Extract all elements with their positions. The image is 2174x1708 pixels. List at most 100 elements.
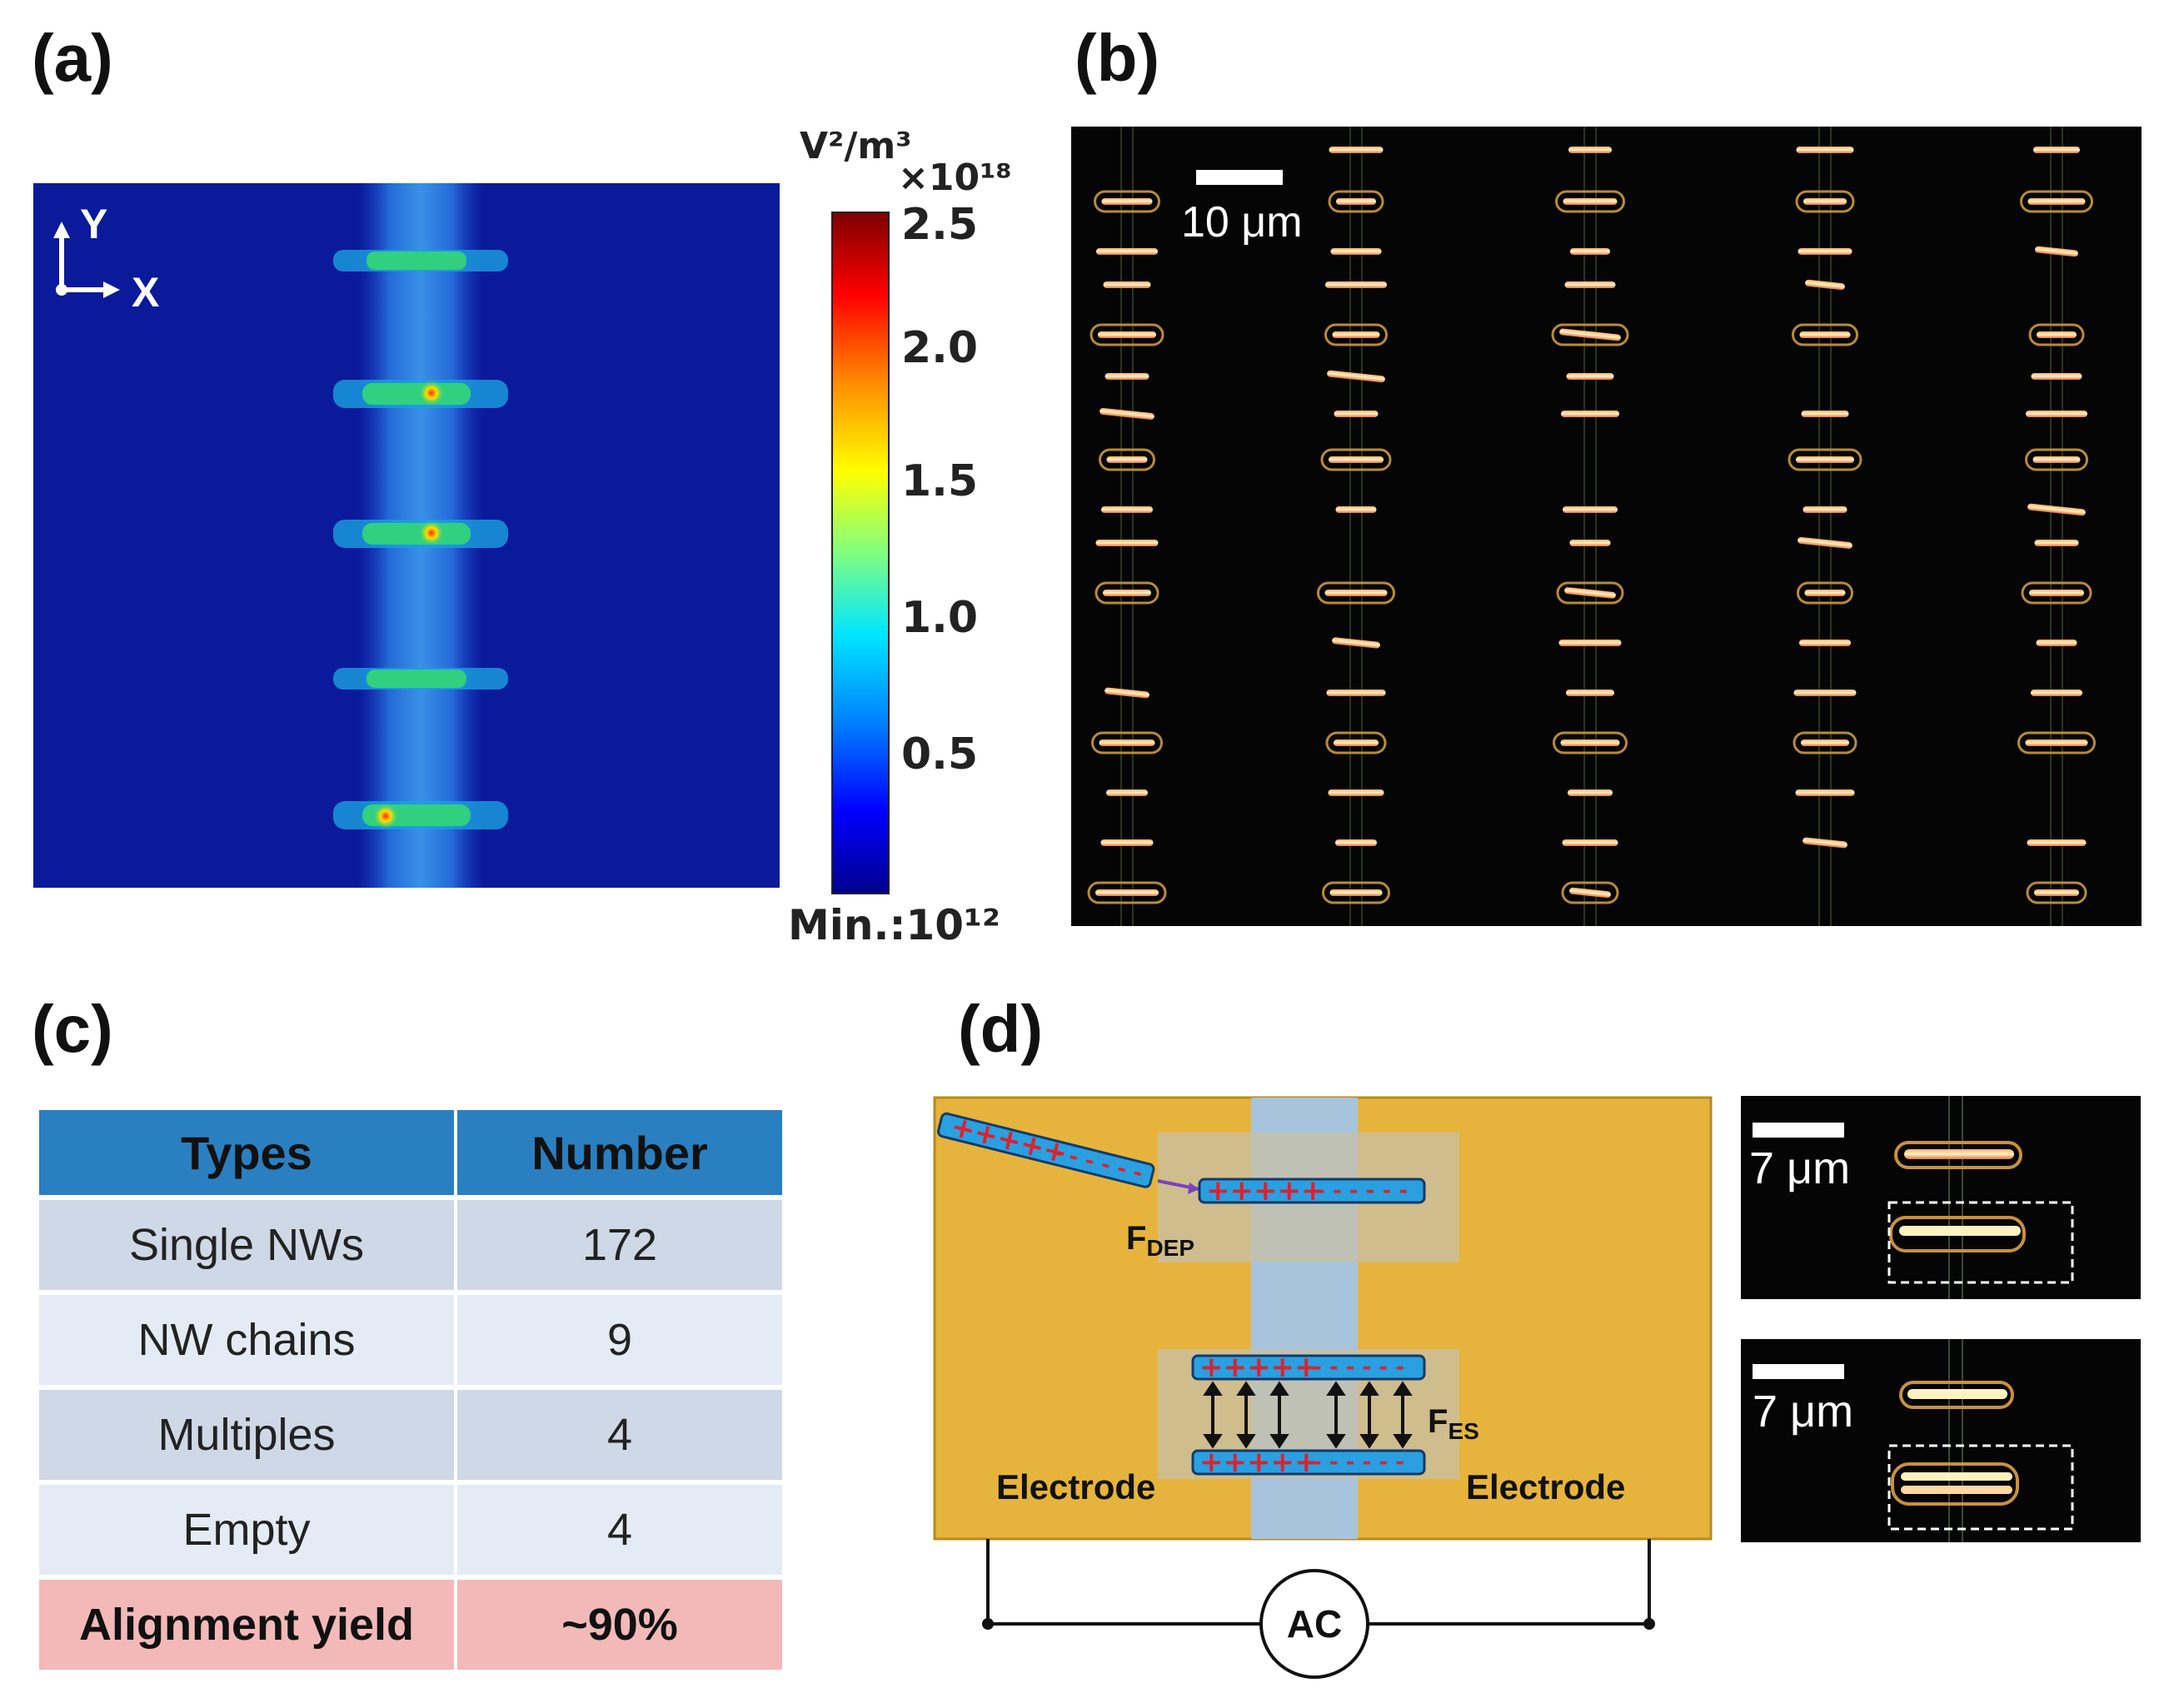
nanowire <box>1803 837 1847 849</box>
nanowire <box>2035 246 2078 257</box>
inset-micrograph: 7 μm <box>1741 1339 2141 1542</box>
nanowire <box>1104 373 1149 380</box>
alignment-statistics-table: Types Number Single NWs 172 NW chains 9 … <box>36 1105 785 1675</box>
table-cell-number: 9 <box>457 1295 782 1385</box>
nanowire <box>2027 503 2086 516</box>
aligned-nanowires <box>1087 147 2096 904</box>
nanowire <box>2029 590 2084 596</box>
nanowire <box>1564 587 1616 599</box>
nanowire-halo <box>1797 581 1853 605</box>
nanowire <box>2036 640 2077 646</box>
nanowire-halo <box>1317 581 1395 605</box>
svg-text:- - - - - -: - - - - - - <box>1313 1355 1404 1380</box>
nanowire <box>1799 640 1851 646</box>
colorbar-tick: 0.5 <box>901 730 979 779</box>
nanowire <box>1326 690 1386 696</box>
nanowire-halo <box>1089 323 1164 346</box>
table-row-yield: Alignment yield ~90% <box>39 1580 782 1670</box>
nanowire <box>1801 411 1849 417</box>
dark-field-micrograph: 10 μm <box>1071 127 2142 926</box>
micrograph-graphic: 10 μm <box>1087 127 2096 926</box>
nanowire <box>1796 147 1854 153</box>
colorbar-min-label: Min.:10¹² <box>788 901 1000 949</box>
colorbar-tick: 1.0 <box>901 593 979 643</box>
nanowire <box>1559 328 1621 341</box>
nanowire <box>1325 281 1387 288</box>
table-cell-number: 172 <box>457 1200 782 1290</box>
nanowire-halo <box>2021 581 2092 605</box>
nanowire <box>1095 889 1159 896</box>
nanowire-halo <box>1324 323 1388 346</box>
nanowire <box>1104 687 1149 699</box>
nanowire-halo <box>1561 881 1619 904</box>
field-hotspot <box>333 801 508 829</box>
electrode-right-label: Electrode <box>1466 1467 1625 1506</box>
table-row: NW chains 9 <box>39 1295 782 1385</box>
nanowire-halo <box>1788 448 1862 471</box>
aligned-nanowire: +++++ - - - - - - <box>1198 1174 1426 1208</box>
nanowire-halo <box>2017 731 2096 754</box>
nanowire <box>1801 739 1849 746</box>
nanowire <box>1562 839 1618 846</box>
table-cell-number: 4 <box>457 1390 782 1480</box>
svg-text:+++++: +++++ <box>1199 1446 1318 1479</box>
nanowire <box>1324 590 1388 596</box>
field-hotspot <box>333 520 508 548</box>
nanowire <box>2033 147 2080 153</box>
colorbar-unit: V²/m³ <box>800 125 912 167</box>
colorbar-tick: 2.5 <box>901 200 979 250</box>
inset-scale-label: 7 μm <box>1749 1143 1851 1193</box>
nanowire-halo <box>1551 323 1629 346</box>
nanowire <box>1329 456 1384 463</box>
circuit-node <box>982 1618 994 1630</box>
field-hotspot <box>333 380 508 408</box>
nanowire-halo <box>1792 323 1858 346</box>
electrode-left-label: Electrode <box>996 1467 1155 1506</box>
nanowire <box>1568 789 1613 796</box>
nanowire <box>1804 590 1846 596</box>
nanowire <box>1106 456 1148 463</box>
nanowire-halo <box>1556 581 1624 605</box>
table-row: Multiples 4 <box>39 1390 782 1480</box>
nanowire <box>1805 279 1845 291</box>
nanowire <box>1103 281 1151 288</box>
colorbar <box>831 212 890 894</box>
nanowire <box>1332 637 1380 649</box>
xy-axis-icon <box>53 222 120 298</box>
nanowire <box>1569 887 1611 899</box>
nanowire-halo <box>1320 448 1392 471</box>
dep-arrowhead <box>1188 1183 1199 1194</box>
nanowire-halo <box>1555 190 1625 213</box>
nanowire <box>1799 331 1851 338</box>
electrode-gap-lines <box>1120 127 2063 926</box>
nanowire <box>1570 248 1610 255</box>
table-row: Single NWs 172 <box>39 1200 782 1290</box>
nanowire <box>2037 331 2077 338</box>
table-cell-type: Single NWs <box>39 1200 454 1290</box>
nanowire <box>1099 739 1155 746</box>
yield-value: ~90% <box>457 1580 782 1670</box>
nanowire <box>1335 839 1377 846</box>
nanowire-halo <box>1553 731 1628 754</box>
nanowire <box>1560 739 1620 746</box>
colorbar-multiplier: ×10¹⁸ <box>898 157 1012 199</box>
yield-label: Alignment yield <box>39 1580 454 1670</box>
scale-bar <box>1196 170 1283 185</box>
nanowire-halo <box>1094 581 1159 605</box>
nanowire <box>1796 456 1854 463</box>
nanowire <box>1329 147 1384 153</box>
scale-bar-label: 10 μm <box>1181 198 1303 246</box>
nanowire <box>2027 198 2086 205</box>
table-cell-type: Multiples <box>39 1390 454 1480</box>
nanowire <box>1803 506 1847 513</box>
nanowire <box>1561 411 1619 417</box>
nanowire <box>2026 411 2087 417</box>
f-es-label: FES <box>1428 1403 1479 1444</box>
field-intensity-map: Y X <box>33 183 780 888</box>
inset-micrograph: 7 μm <box>1741 1096 2141 1299</box>
nanowire-halo <box>1322 881 1390 904</box>
nanowire <box>1330 248 1382 255</box>
nanowire-halo <box>1328 190 1384 213</box>
nanowire-halo <box>1793 731 1857 754</box>
nanowire-halo <box>2025 448 2088 471</box>
